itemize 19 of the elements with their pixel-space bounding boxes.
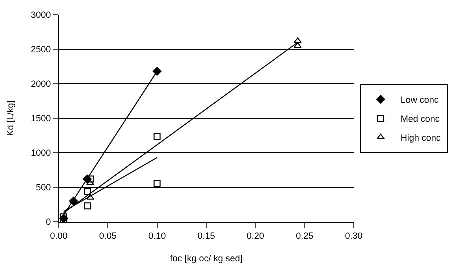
- x-tick-label: 0.00: [50, 230, 68, 241]
- x-tick-label: 0.15: [198, 230, 216, 241]
- x-tick-label: 0.05: [99, 230, 117, 241]
- y-tick-label: 500: [36, 182, 52, 193]
- x-axis-title: foc [kg oc/ kg sed]: [170, 254, 243, 264]
- y-tick-label: 1000: [31, 148, 52, 158]
- y-tick-label: 1500: [31, 114, 52, 124]
- y-tick-label: 2500: [31, 44, 52, 55]
- legend-label: Low conc: [400, 95, 440, 106]
- legend-label: Med conc: [400, 114, 440, 124]
- x-tick-label: 0.20: [246, 230, 264, 241]
- x-tick-label: 0.30: [345, 230, 363, 241]
- legend-label: High conc: [400, 133, 442, 144]
- y-tick-label: 3000: [31, 10, 52, 20]
- y-axis-title: Kd [L/kg]: [6, 100, 16, 136]
- x-tick-label: 0.25: [296, 230, 314, 241]
- x-tick-label: 0.10: [148, 230, 166, 241]
- y-tick-label: 0: [46, 217, 52, 228]
- y-tick-label: 2000: [31, 79, 52, 90]
